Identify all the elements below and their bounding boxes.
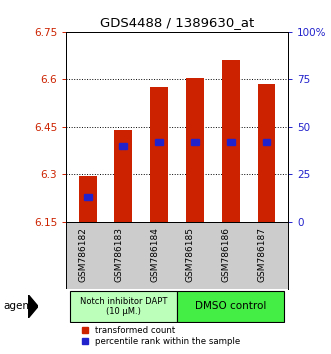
Text: agent: agent — [3, 301, 33, 312]
Bar — [115, 130, 132, 222]
Text: Notch inhibitor DAPT
(10 μM.): Notch inhibitor DAPT (10 μM.) — [80, 297, 167, 316]
Bar — [191, 139, 199, 145]
FancyBboxPatch shape — [177, 291, 284, 322]
Title: GDS4488 / 1389630_at: GDS4488 / 1389630_at — [100, 16, 254, 29]
Bar — [84, 194, 92, 200]
Bar — [262, 139, 270, 145]
FancyBboxPatch shape — [70, 291, 177, 322]
Legend: transformed count, percentile rank within the sample: transformed count, percentile rank withi… — [82, 326, 240, 347]
Bar — [227, 139, 235, 145]
Polygon shape — [28, 295, 38, 318]
Text: DMSO control: DMSO control — [195, 301, 266, 312]
Text: GSM786187: GSM786187 — [258, 227, 266, 282]
Bar — [258, 84, 275, 222]
Text: GSM786185: GSM786185 — [186, 227, 195, 282]
Text: GSM786186: GSM786186 — [222, 227, 231, 282]
Bar — [186, 78, 204, 222]
Bar — [150, 87, 168, 222]
Text: GSM786182: GSM786182 — [79, 227, 88, 282]
Bar — [119, 143, 127, 149]
Bar — [79, 176, 97, 222]
Bar — [155, 139, 163, 145]
Text: GSM786183: GSM786183 — [115, 227, 123, 282]
Text: GSM786184: GSM786184 — [150, 227, 159, 282]
Bar — [222, 60, 240, 222]
